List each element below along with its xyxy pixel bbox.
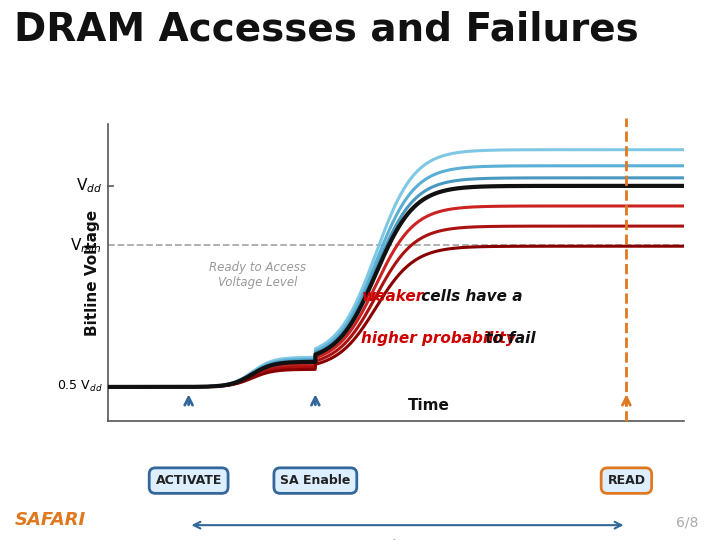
Text: cells have a: cells have a: [416, 289, 523, 304]
Text: Ready to Access
Voltage Level: Ready to Access Voltage Level: [210, 261, 306, 289]
Text: t$_{RCD}$: t$_{RCD}$: [391, 537, 424, 540]
Text: Time: Time: [408, 397, 449, 413]
Text: higher probability: higher probability: [361, 330, 516, 346]
Text: SAFARI: SAFARI: [14, 511, 86, 529]
Text: SA Enable: SA Enable: [280, 474, 351, 487]
Text: to fail: to fail: [480, 330, 535, 346]
Text: DRAM Accesses and Failures: DRAM Accesses and Failures: [14, 11, 639, 49]
Text: 6/8: 6/8: [676, 515, 698, 529]
Text: 0.5 V$_{dd}$: 0.5 V$_{dd}$: [57, 380, 102, 395]
Text: V$_{min}$: V$_{min}$: [71, 236, 102, 255]
Text: READ: READ: [608, 474, 645, 487]
Text: ACTIVATE: ACTIVATE: [156, 474, 222, 487]
Y-axis label: Bitline Voltage: Bitline Voltage: [85, 210, 99, 336]
Text: weaker: weaker: [361, 289, 423, 304]
Text: V$_{dd}$: V$_{dd}$: [76, 177, 102, 195]
